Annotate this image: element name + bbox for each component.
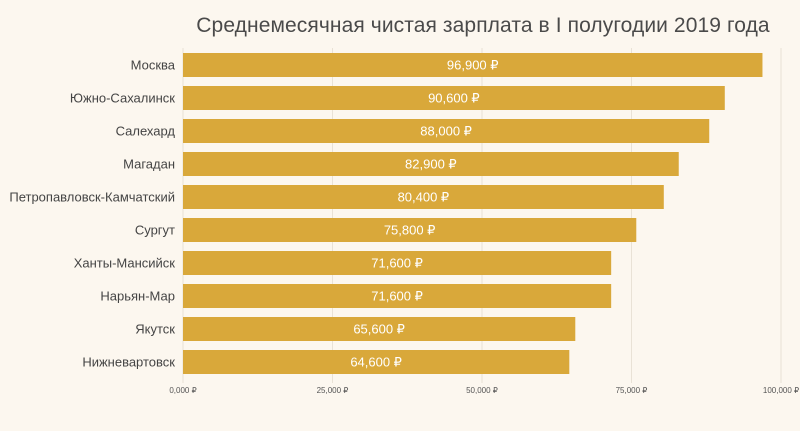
bars: [183, 53, 763, 374]
bar: [183, 152, 679, 176]
value-label: 82,900 ₽: [405, 157, 457, 172]
value-label: 96,900 ₽: [447, 58, 499, 73]
bar: [183, 185, 664, 209]
chart-title: Среднемесячная чистая зарплата в I полуг…: [196, 14, 770, 37]
bar: [183, 284, 612, 308]
category-label: Салехард: [116, 124, 176, 139]
category-label: Сургут: [135, 223, 175, 238]
value-label: 88,000 ₽: [420, 124, 472, 139]
bar: [183, 86, 725, 110]
bar: [183, 53, 763, 77]
value-labels: 96,900 ₽ 90,600 ₽ 88,000 ₽ 82,900 ₽ 80,400 ₽…: [350, 58, 498, 370]
category-label: Якутск: [135, 322, 175, 337]
value-label: 75,800 ₽: [384, 223, 436, 238]
bar: [183, 218, 637, 242]
category-label: Нарьян-Мар: [100, 289, 175, 304]
value-label: 71,600 ₽: [371, 256, 423, 271]
value-label: 64,600 ₽: [350, 355, 402, 370]
value-label: 65,600 ₽: [353, 322, 405, 337]
category-label: Петропавловск-Камчатский: [9, 190, 175, 205]
bar: [183, 317, 576, 341]
category-labels: Москва Южно-Сахалинск Салехард Магадан Петро…: [9, 58, 175, 370]
category-label: Москва: [131, 58, 176, 73]
category-label: Нижневартовск: [82, 355, 175, 370]
x-tick-label: 75,000 ₽: [616, 386, 648, 395]
category-label: Магадан: [123, 157, 175, 172]
bar: [183, 350, 570, 374]
category-label: Ханты-Мансийск: [74, 256, 176, 271]
bar: [183, 251, 612, 275]
x-axis-ticks: 0,000 ₽ 25,000 ₽ 50,000 ₽ 75,000 ₽ 100,000 ₽: [169, 386, 799, 395]
x-tick-label: 25,000 ₽: [317, 386, 349, 395]
bar: [183, 119, 710, 143]
value-label: 71,600 ₽: [371, 289, 423, 304]
category-label: Южно-Сахалинск: [70, 91, 175, 106]
value-label: 80,400 ₽: [398, 190, 450, 205]
x-tick-label: 100,000 ₽: [763, 386, 799, 395]
x-tick-label: 50,000 ₽: [466, 386, 498, 395]
value-label: 90,600 ₽: [428, 91, 480, 106]
x-tick-label: 0,000 ₽: [169, 386, 196, 395]
